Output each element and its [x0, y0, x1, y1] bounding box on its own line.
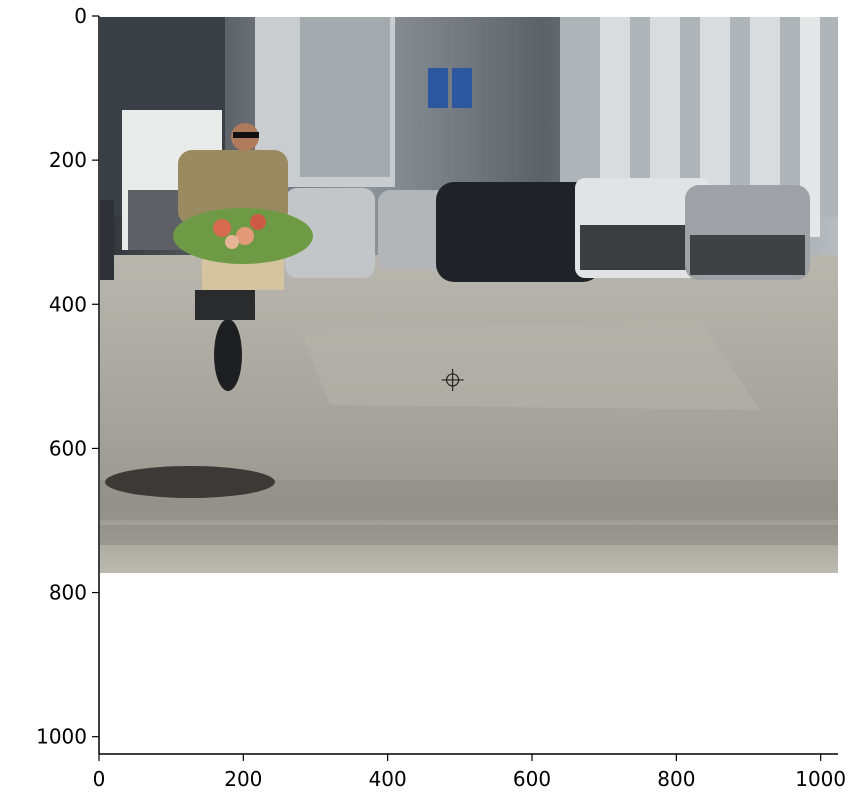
black-car	[436, 182, 601, 282]
x-tick-label: 1000	[795, 767, 846, 791]
cyclist	[173, 123, 313, 391]
axes	[98, 16, 838, 755]
x-tick-label: 400	[369, 767, 407, 791]
y-tick-label: 0	[74, 4, 87, 28]
silver-car	[285, 188, 375, 278]
crosshair-marker	[441, 368, 464, 391]
y-axis-ticks: 0 200 400 600 800 1000	[36, 4, 99, 749]
y-tick-label: 200	[49, 148, 87, 172]
y-tick-label: 1000	[36, 725, 87, 749]
manhole-cover	[105, 466, 275, 498]
x-tick-label: 0	[93, 767, 106, 791]
y-tick-label: 400	[49, 292, 87, 316]
x-tick-label: 200	[224, 767, 262, 791]
y-tick-label: 600	[49, 436, 87, 460]
x-axis-ticks: 0 200 400 600 800 1000	[93, 754, 846, 791]
x-tick-label: 800	[657, 767, 695, 791]
blue-banner	[428, 68, 448, 108]
y-tick-label: 800	[49, 581, 87, 605]
street-photo	[100, 17, 838, 573]
x-tick-label: 600	[513, 767, 551, 791]
